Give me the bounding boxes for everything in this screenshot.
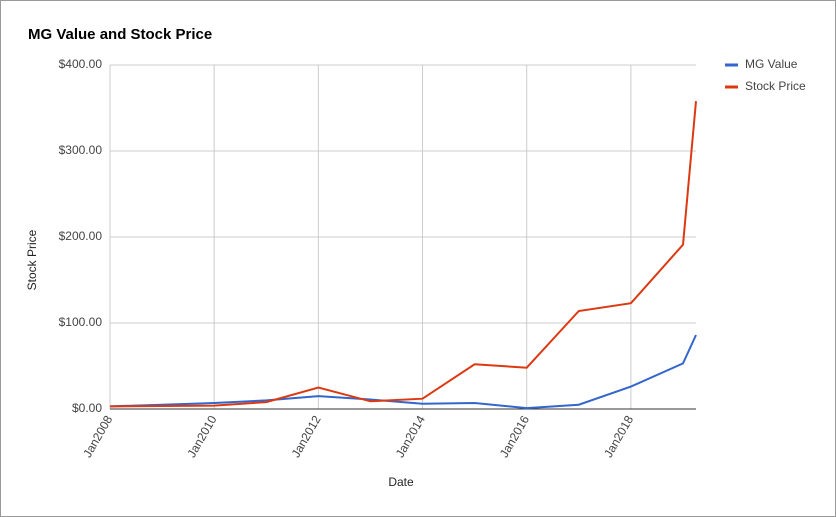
y-tick-label: $0.00 — [72, 401, 102, 415]
series-line — [109, 334, 697, 410]
y-tick-label: $100.00 — [59, 315, 103, 329]
y-tick-label: $200.00 — [59, 229, 103, 243]
legend-label: Stock Price — [745, 79, 806, 93]
y-tick-label: $400.00 — [59, 57, 103, 71]
chart-title: MG Value and Stock Price — [28, 26, 212, 43]
legend-label: MG Value — [745, 57, 798, 71]
series-line — [109, 101, 697, 408]
y-axis-label: Stock Price — [25, 229, 39, 290]
y-tick-label: $300.00 — [59, 143, 103, 157]
x-axis-label: Date — [388, 475, 414, 489]
